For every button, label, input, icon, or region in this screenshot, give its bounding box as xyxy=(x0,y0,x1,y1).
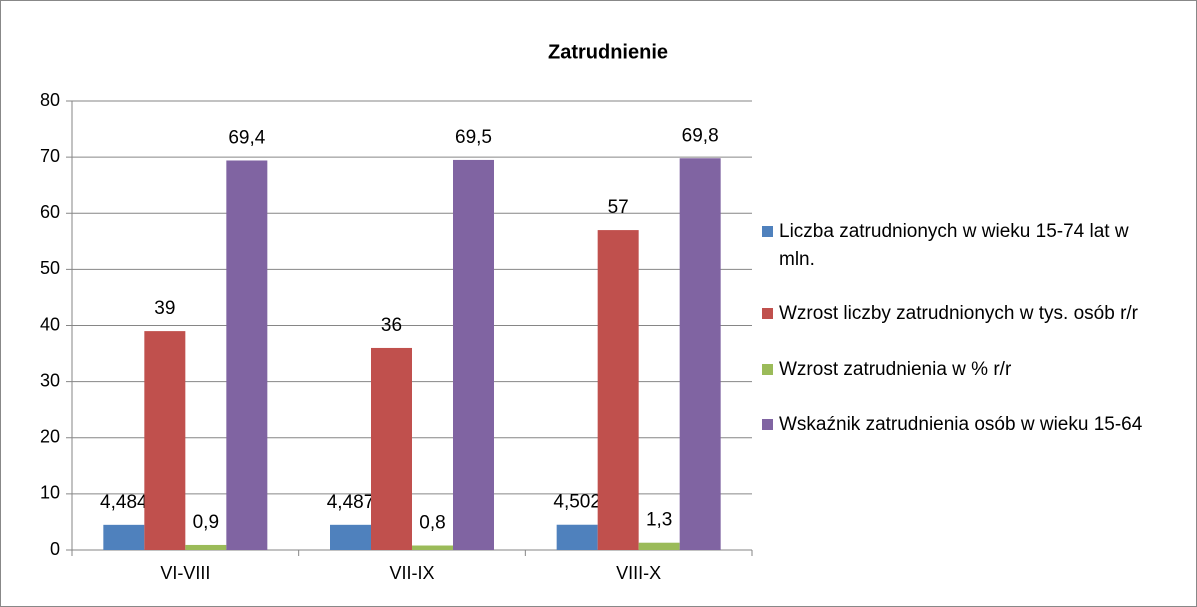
bar xyxy=(412,545,453,550)
data-label: 69,4 xyxy=(228,128,265,149)
bar xyxy=(185,544,227,550)
legend-swatch xyxy=(762,308,773,319)
data-label: 1,3 xyxy=(646,510,672,531)
y-tick-label: 0 xyxy=(50,539,60,559)
legend-swatch xyxy=(762,364,773,375)
y-tick-label: 60 xyxy=(40,202,60,222)
data-label: 4,484 xyxy=(100,492,148,513)
data-label: 0,8 xyxy=(419,513,445,534)
bar xyxy=(371,347,412,550)
y-tick-label: 30 xyxy=(40,370,60,390)
y-tick-label: 50 xyxy=(40,258,60,278)
bar xyxy=(144,331,186,550)
data-label: 39 xyxy=(154,298,175,319)
bar xyxy=(226,160,268,550)
x-tick-label: VII-IX xyxy=(389,563,434,583)
legend-item: Wzrost zatrudnienia w % r/r xyxy=(762,356,1162,384)
legend-item: Liczba zatrudnionych w wieku 15-74 lat w… xyxy=(762,218,1162,274)
y-tick-label: 40 xyxy=(40,314,60,334)
legend-label: Wzrost zatrudnienia w % r/r xyxy=(779,359,1012,380)
bar xyxy=(453,159,494,550)
legend-label: Wzrost liczby zatrudnionych w tys. osób … xyxy=(779,303,1138,324)
legend-swatch xyxy=(762,226,773,237)
x-tick-label: VI-VIII xyxy=(160,563,210,583)
legend-item: Wzrost liczby zatrudnionych w tys. osób … xyxy=(762,300,1162,328)
data-label: 36 xyxy=(381,315,402,336)
bar xyxy=(597,230,639,550)
legend-swatch xyxy=(762,419,773,430)
chart-title: Zatrudnienie xyxy=(548,41,668,63)
legend-label: Wskaźnik zatrudnienia osób w wieku 15-64 xyxy=(779,414,1143,435)
y-tick-label: 20 xyxy=(40,427,60,447)
data-label: 69,5 xyxy=(455,127,492,148)
bar xyxy=(638,542,680,550)
y-tick-label: 10 xyxy=(40,483,60,503)
bar xyxy=(556,524,598,550)
data-label: 4,487 xyxy=(327,492,375,513)
x-tick-label: VIII-X xyxy=(616,563,661,583)
bar xyxy=(330,524,371,550)
legend-label: Liczba zatrudnionych w wieku 15-74 lat w… xyxy=(779,221,1129,270)
data-label: 0,9 xyxy=(193,512,219,533)
bar xyxy=(103,524,145,550)
y-tick-label: 70 xyxy=(40,146,60,166)
legend-item: Wskaźnik zatrudnienia osób w wieku 15-64 xyxy=(762,411,1162,439)
y-tick-label: 80 xyxy=(40,90,60,110)
data-label: 69,8 xyxy=(682,125,719,146)
data-label: 57 xyxy=(608,197,629,218)
data-label: 4,502 xyxy=(553,492,601,513)
bar xyxy=(679,158,721,550)
